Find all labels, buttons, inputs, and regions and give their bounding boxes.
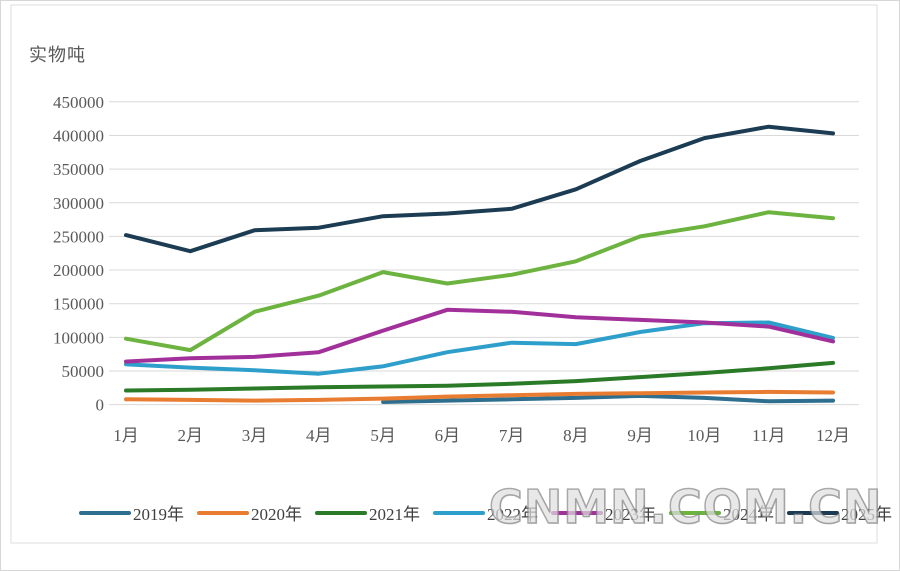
y-tick-label: 100000 <box>53 328 104 347</box>
legend-label: 2022年 <box>487 505 538 524</box>
legend-line-swatch <box>79 510 131 515</box>
y-tick-label: 300000 <box>53 194 104 213</box>
y-tick-label: 350000 <box>53 160 104 179</box>
legend-line-swatch <box>315 510 367 515</box>
legend-item-2022年: 2022年 <box>433 500 538 525</box>
y-tick-label: 200000 <box>53 261 104 280</box>
x-tick-label: 8月 <box>563 426 589 445</box>
x-tick-label: 2月 <box>178 426 204 445</box>
x-tick-label: 11月 <box>752 426 785 445</box>
legend-line-swatch <box>669 510 721 515</box>
x-tick-label: 9月 <box>627 426 653 445</box>
y-tick-label: 250000 <box>53 227 104 246</box>
legend-label: 2020年 <box>251 505 302 524</box>
legend-label: 2021年 <box>369 505 420 524</box>
series-line-2024年 <box>124 210 835 353</box>
x-tick-label: 1月 <box>113 426 139 445</box>
y-tick-label: 50000 <box>62 362 105 381</box>
x-tick-label: 4月 <box>306 426 332 445</box>
y-tick-label: 0 <box>96 396 105 415</box>
legend-line-swatch <box>433 510 485 515</box>
series-line-2020年 <box>124 389 835 403</box>
x-tick-label: 6月 <box>435 426 461 445</box>
legend-item-2025年: 2025年 <box>787 500 892 525</box>
y-tick-label: 150000 <box>53 295 104 314</box>
series-line-2022年 <box>124 320 835 376</box>
legend-item-2023年: 2023年 <box>551 500 656 525</box>
legend-item-2021年: 2021年 <box>315 500 420 525</box>
legend-item-2019年: 2019年 <box>79 500 184 525</box>
legend-label: 2025年 <box>841 505 892 524</box>
y-tick-label: 450000 <box>53 93 104 112</box>
x-tick-label: 7月 <box>499 426 525 445</box>
legend-label: 2019年 <box>133 505 184 524</box>
series-line-2023年 <box>124 307 835 364</box>
x-tick-label: 5月 <box>370 426 396 445</box>
legend-item-2024年: 2024年 <box>669 500 774 525</box>
chart-area-border <box>10 4 878 544</box>
series-line-2021年 <box>124 360 835 393</box>
legend-line-swatch <box>787 510 839 515</box>
series-line-2025年 <box>124 124 835 254</box>
legend-item-2020年: 2020年 <box>197 500 302 525</box>
y-axis-unit-label: 实物吨 <box>29 45 86 65</box>
legend-label: 2024年 <box>723 505 774 524</box>
y-tick-label: 400000 <box>53 126 104 145</box>
x-tick-label: 12月 <box>816 426 850 445</box>
legend-line-swatch <box>197 510 249 515</box>
x-tick-label: 3月 <box>242 426 268 445</box>
x-tick-label: 10月 <box>687 426 721 445</box>
chart-legend: 2019年 2020年 2021年 2022年 2023年 2024年 2025年 <box>79 500 892 525</box>
legend-line-swatch <box>551 510 603 515</box>
legend-label: 2023年 <box>605 505 656 524</box>
series-line-2019年 <box>381 393 835 404</box>
